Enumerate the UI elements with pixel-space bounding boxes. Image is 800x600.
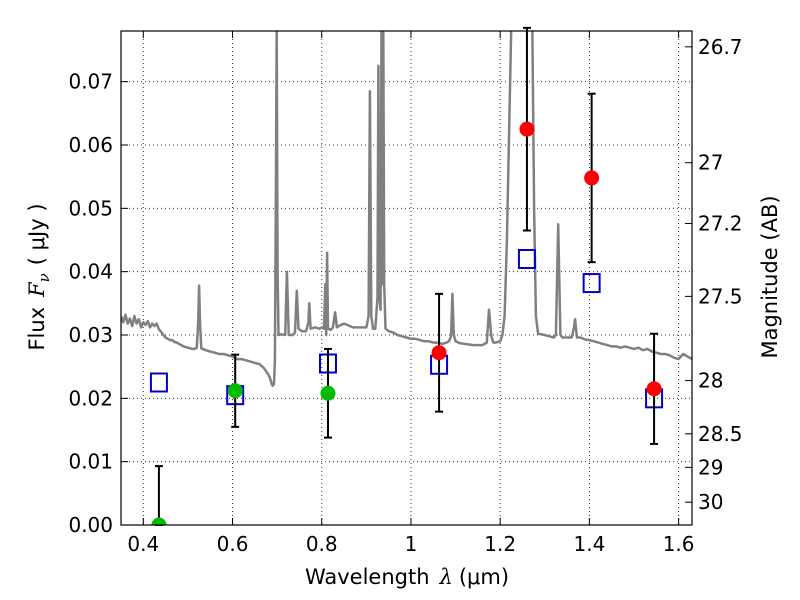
data-point <box>151 517 167 525</box>
y2-tick-label: 27.2 <box>698 212 743 236</box>
data-point <box>584 170 600 186</box>
axes <box>120 30 693 526</box>
spectrum-line <box>121 31 692 387</box>
y-tick-label: 0.07 <box>68 70 113 94</box>
y2-tick-label: 29 <box>698 455 723 479</box>
square-marker <box>149 372 168 393</box>
y-tick-label: 0.05 <box>68 196 113 220</box>
data-point <box>519 121 535 137</box>
square-marker <box>517 249 536 269</box>
x-axis-label: Wavelength λ (μm) <box>305 565 509 589</box>
y-axis-label-subscript: ν <box>35 273 53 282</box>
y-tick-label: 0.03 <box>68 323 113 347</box>
y2-tick-label: 28.5 <box>698 422 743 446</box>
y-axis-label-unit: ( μJy ) <box>25 203 49 265</box>
y2-axis-label: Magnitude (AB) <box>758 195 782 358</box>
x-tick-label: 0.4 <box>127 532 159 556</box>
plot-area <box>121 26 692 526</box>
tick-marks: 0.4 0.6 0.8 1 1.2 1.4 1.6 0.00 0.01 0.02 0.03 0.04 0… <box>68 31 743 556</box>
y-axis-label-prefix: Flux <box>25 307 49 351</box>
x-axis-label-prefix: Wavelength <box>305 565 430 589</box>
x-tick-label: 1.4 <box>573 532 605 556</box>
y2-tick-label: 27 <box>698 151 723 175</box>
y-tick-label: 0.04 <box>68 260 113 284</box>
y2-tick-label: 30 <box>698 490 723 514</box>
y2-tick-label: 26.7 <box>698 35 743 59</box>
x-tick-label: 1.2 <box>484 532 516 556</box>
y-tick-label: 0.02 <box>68 386 113 410</box>
data-point <box>646 381 662 397</box>
y-axis-label-symbol: F <box>25 281 49 298</box>
plot-frame <box>120 30 693 526</box>
grid <box>121 31 692 526</box>
x-tick-label: 0.8 <box>306 532 338 556</box>
data-point <box>431 345 447 361</box>
y2-tick-label: 27.5 <box>698 284 743 308</box>
y2-tick-label: 28 <box>698 369 723 393</box>
y-axis-label: Flux Fν ( μJy ) <box>25 203 53 350</box>
x-axis-label-symbol: λ <box>439 565 453 589</box>
y-tick-label: 0.00 <box>68 513 113 537</box>
square-marker <box>582 273 601 294</box>
x-tick-label: 1.6 <box>663 532 695 556</box>
data-point <box>320 385 336 401</box>
data-point <box>227 383 243 399</box>
y-tick-label: 0.01 <box>68 450 113 474</box>
x-tick-label: 1 <box>405 532 418 556</box>
x-axis-label-unit: (μm) <box>459 565 509 589</box>
x-tick-label: 0.6 <box>217 532 249 556</box>
y-tick-label: 0.06 <box>68 133 113 157</box>
